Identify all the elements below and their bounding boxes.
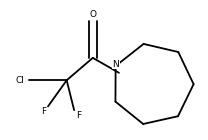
Text: Cl: Cl — [16, 76, 25, 85]
Text: O: O — [89, 10, 96, 19]
Text: N: N — [112, 60, 119, 69]
Text: F: F — [41, 107, 46, 116]
Text: F: F — [76, 111, 81, 120]
